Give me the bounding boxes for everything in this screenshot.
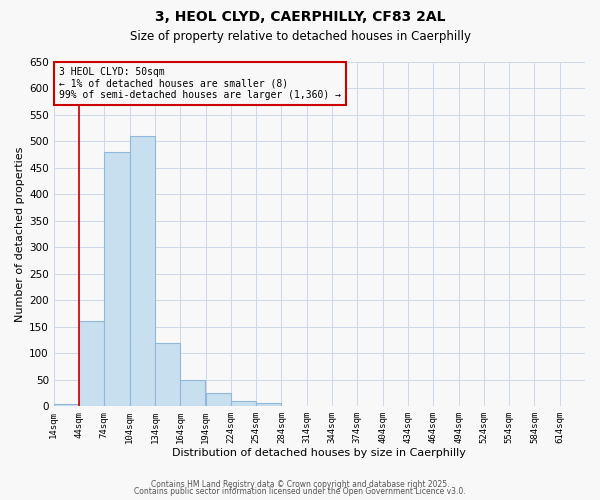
Text: Contains HM Land Registry data © Crown copyright and database right 2025.: Contains HM Land Registry data © Crown c… xyxy=(151,480,449,489)
Bar xyxy=(231,401,256,406)
Bar xyxy=(79,322,104,406)
Text: 3 HEOL CLYD: 50sqm
← 1% of detached houses are smaller (8)
99% of semi-detached : 3 HEOL CLYD: 50sqm ← 1% of detached hous… xyxy=(59,66,341,100)
Bar xyxy=(155,342,180,406)
Text: Contains public sector information licensed under the Open Government Licence v3: Contains public sector information licen… xyxy=(134,487,466,496)
Bar xyxy=(104,152,130,406)
Y-axis label: Number of detached properties: Number of detached properties xyxy=(15,146,25,322)
Text: 3, HEOL CLYD, CAERPHILLY, CF83 2AL: 3, HEOL CLYD, CAERPHILLY, CF83 2AL xyxy=(155,10,445,24)
Bar xyxy=(181,380,205,406)
Bar xyxy=(256,402,281,406)
Text: Size of property relative to detached houses in Caerphilly: Size of property relative to detached ho… xyxy=(130,30,470,43)
X-axis label: Distribution of detached houses by size in Caerphilly: Distribution of detached houses by size … xyxy=(172,448,466,458)
Bar xyxy=(54,404,79,406)
Bar xyxy=(206,393,231,406)
Bar xyxy=(130,136,155,406)
